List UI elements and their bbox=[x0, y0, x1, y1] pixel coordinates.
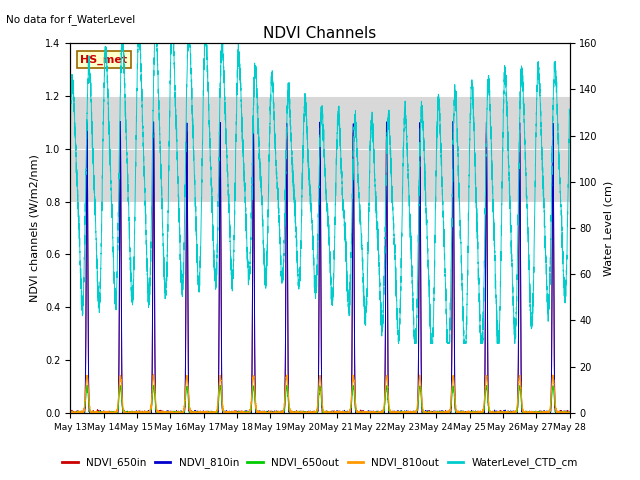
Y-axis label: NDVI channels (W/m2/nm): NDVI channels (W/m2/nm) bbox=[29, 154, 40, 302]
Text: HS_met: HS_met bbox=[81, 54, 127, 64]
Bar bbox=[70, 96, 570, 202]
Title: NDVI Channels: NDVI Channels bbox=[264, 25, 376, 41]
Legend: NDVI_650in, NDVI_810in, NDVI_650out, NDVI_810out, WaterLevel_CTD_cm: NDVI_650in, NDVI_810in, NDVI_650out, NDV… bbox=[58, 453, 582, 472]
Text: No data for f_WaterLevel: No data for f_WaterLevel bbox=[6, 14, 136, 25]
Y-axis label: Water Level (cm): Water Level (cm) bbox=[604, 180, 613, 276]
